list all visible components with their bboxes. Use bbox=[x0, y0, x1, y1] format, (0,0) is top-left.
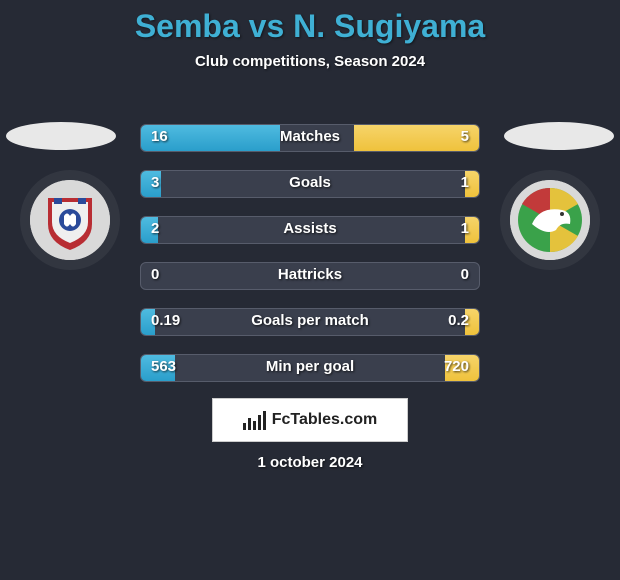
bar-right-fill bbox=[465, 217, 479, 243]
bar-left-fill bbox=[141, 125, 280, 151]
stat-row: 0 0Hattricks bbox=[140, 262, 480, 290]
stat-label: Goals bbox=[141, 174, 479, 191]
stat-left-value: 0 bbox=[151, 266, 159, 283]
page-title: Semba vs N. Sugiyama bbox=[0, 0, 620, 45]
date-label: 1 october 2024 bbox=[0, 454, 620, 471]
bar-right-fill bbox=[445, 355, 479, 381]
brand-badge: FcTables.com bbox=[212, 398, 408, 442]
stats-bars: 165Matches 31Goals 21Assists 0 0Hattricks 0.1… bbox=[140, 124, 480, 382]
stat-right-value: 0 bbox=[461, 266, 469, 283]
brand-text: FcTables.com bbox=[272, 411, 378, 429]
page-subtitle: Club competitions, Season 2024 bbox=[0, 53, 620, 70]
team-crest-right bbox=[510, 180, 590, 260]
player-right-oval bbox=[504, 122, 614, 150]
bar-right-fill bbox=[354, 125, 479, 151]
bar-left-fill bbox=[141, 217, 158, 243]
player-left-oval bbox=[6, 122, 116, 150]
team-crest-left bbox=[30, 180, 110, 260]
stat-label: Goals per match bbox=[141, 312, 479, 329]
stat-row: 165Matches bbox=[140, 124, 480, 152]
bar-left-fill bbox=[141, 355, 175, 381]
stat-row: 563720Min per goal bbox=[140, 354, 480, 382]
stat-label: Min per goal bbox=[141, 358, 479, 375]
stat-row: 31Goals bbox=[140, 170, 480, 198]
stat-left-value: 0.19 bbox=[151, 312, 180, 329]
stat-row: 21Assists bbox=[140, 216, 480, 244]
stat-label: Assists bbox=[141, 220, 479, 237]
bar-left-fill bbox=[141, 171, 161, 197]
bar-right-fill bbox=[465, 309, 479, 335]
bar-right-fill bbox=[465, 171, 479, 197]
stat-label: Hattricks bbox=[141, 266, 479, 283]
bar-left-fill bbox=[141, 309, 155, 335]
brand-chart-icon bbox=[243, 410, 266, 430]
stat-row: 0.190.2Goals per match bbox=[140, 308, 480, 336]
